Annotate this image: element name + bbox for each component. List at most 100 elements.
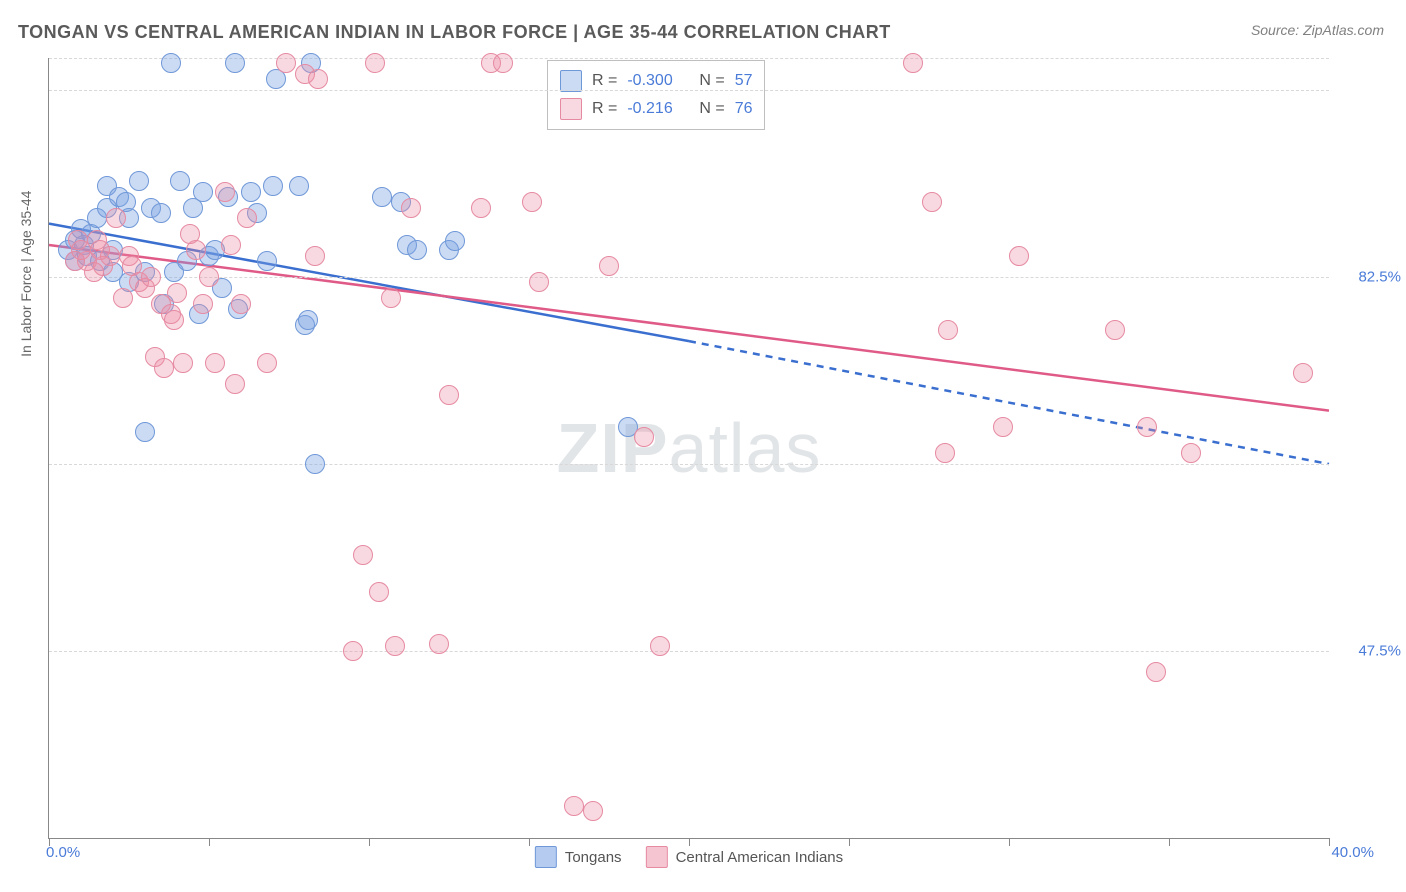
data-point bbox=[372, 187, 392, 207]
data-point bbox=[141, 267, 161, 287]
data-point bbox=[493, 53, 513, 73]
stat-r-value: -0.300 bbox=[627, 72, 689, 90]
data-point bbox=[237, 208, 257, 228]
watermark-light: atlas bbox=[669, 409, 822, 487]
stats-legend-row: R = -0.216 N = 76 bbox=[560, 95, 752, 123]
x-tick bbox=[689, 838, 690, 846]
gridline bbox=[49, 464, 1329, 465]
data-point bbox=[1137, 417, 1157, 437]
x-tick bbox=[529, 838, 530, 846]
stat-r-value: -0.216 bbox=[627, 100, 689, 118]
data-point bbox=[193, 294, 213, 314]
data-point bbox=[205, 353, 225, 373]
data-point bbox=[231, 294, 251, 314]
data-point bbox=[938, 320, 958, 340]
regression-line bbox=[689, 341, 1329, 464]
data-point bbox=[186, 240, 206, 260]
x-tick bbox=[849, 838, 850, 846]
data-point bbox=[1181, 443, 1201, 463]
stats-legend-box: R = -0.300 N = 57 R = -0.216 N = 76 bbox=[547, 60, 765, 130]
x-tick bbox=[209, 838, 210, 846]
data-point bbox=[583, 801, 603, 821]
source-name: ZipAtlas.com bbox=[1303, 22, 1384, 38]
legend-item: Central American Indians bbox=[646, 846, 844, 868]
data-point bbox=[173, 353, 193, 373]
legend-label: Central American Indians bbox=[676, 849, 844, 866]
x-tick bbox=[49, 838, 50, 846]
stat-r-label: R = bbox=[592, 100, 617, 118]
data-point bbox=[599, 256, 619, 276]
stat-n-value: 76 bbox=[735, 100, 753, 118]
legend-item: Tongans bbox=[535, 846, 622, 868]
x-axis-min-label: 0.0% bbox=[46, 844, 80, 861]
data-point bbox=[199, 267, 219, 287]
data-point bbox=[429, 634, 449, 654]
data-point bbox=[164, 310, 184, 330]
source-label: Source: bbox=[1251, 22, 1303, 38]
data-point bbox=[225, 374, 245, 394]
data-point bbox=[1009, 246, 1029, 266]
data-point bbox=[1105, 320, 1125, 340]
data-point bbox=[935, 443, 955, 463]
plot-area: ZIPatlas R =-0.300N =57R =-0.216N =76 To… bbox=[48, 58, 1329, 839]
data-point bbox=[135, 422, 155, 442]
data-point bbox=[129, 171, 149, 191]
data-point bbox=[903, 53, 923, 73]
x-tick bbox=[369, 838, 370, 846]
data-point bbox=[650, 636, 670, 656]
data-point bbox=[289, 176, 309, 196]
gridline bbox=[49, 651, 1329, 652]
data-point bbox=[471, 198, 491, 218]
data-point bbox=[634, 427, 654, 447]
legend-swatch bbox=[560, 70, 582, 92]
data-point bbox=[381, 288, 401, 308]
data-point bbox=[241, 182, 261, 202]
chart-title: TONGAN VS CENTRAL AMERICAN INDIAN IN LAB… bbox=[18, 22, 891, 43]
y-tick-label: 82.5% bbox=[1358, 269, 1401, 286]
data-point bbox=[151, 203, 171, 223]
data-point bbox=[343, 641, 363, 661]
legend-swatch bbox=[535, 846, 557, 868]
x-tick bbox=[1169, 838, 1170, 846]
y-axis-title: In Labor Force | Age 35-44 bbox=[18, 191, 34, 357]
data-point bbox=[353, 545, 373, 565]
data-point bbox=[257, 353, 277, 373]
data-point bbox=[564, 796, 584, 816]
data-point bbox=[167, 283, 187, 303]
data-point bbox=[439, 385, 459, 405]
series-legend: Tongans Central American Indians bbox=[535, 846, 843, 868]
stat-r-label: R = bbox=[592, 72, 617, 90]
data-point bbox=[193, 182, 213, 202]
regression-lines-layer bbox=[49, 58, 1329, 838]
data-point bbox=[298, 310, 318, 330]
legend-label: Tongans bbox=[565, 849, 622, 866]
data-point bbox=[276, 53, 296, 73]
stat-n-label: N = bbox=[699, 72, 724, 90]
y-tick-label: 47.5% bbox=[1358, 643, 1401, 660]
data-point bbox=[1293, 363, 1313, 383]
x-tick bbox=[1009, 838, 1010, 846]
data-point bbox=[215, 182, 235, 202]
source-attribution: Source: ZipAtlas.com bbox=[1251, 22, 1384, 38]
data-point bbox=[113, 288, 133, 308]
data-point bbox=[1146, 662, 1166, 682]
data-point bbox=[221, 235, 241, 255]
data-point bbox=[522, 192, 542, 212]
data-point bbox=[257, 251, 277, 271]
data-point bbox=[106, 208, 126, 228]
data-point bbox=[225, 53, 245, 73]
stat-n-value: 57 bbox=[735, 72, 753, 90]
data-point bbox=[305, 454, 325, 474]
data-point bbox=[365, 53, 385, 73]
legend-swatch bbox=[646, 846, 668, 868]
data-point bbox=[993, 417, 1013, 437]
data-point bbox=[170, 171, 190, 191]
data-point bbox=[100, 246, 120, 266]
watermark: ZIPatlas bbox=[557, 408, 822, 488]
data-point bbox=[401, 198, 421, 218]
legend-swatch bbox=[560, 98, 582, 120]
data-point bbox=[308, 69, 328, 89]
x-axis-max-label: 40.0% bbox=[1331, 844, 1374, 861]
stat-n-label: N = bbox=[699, 100, 724, 118]
gridline bbox=[49, 90, 1329, 91]
